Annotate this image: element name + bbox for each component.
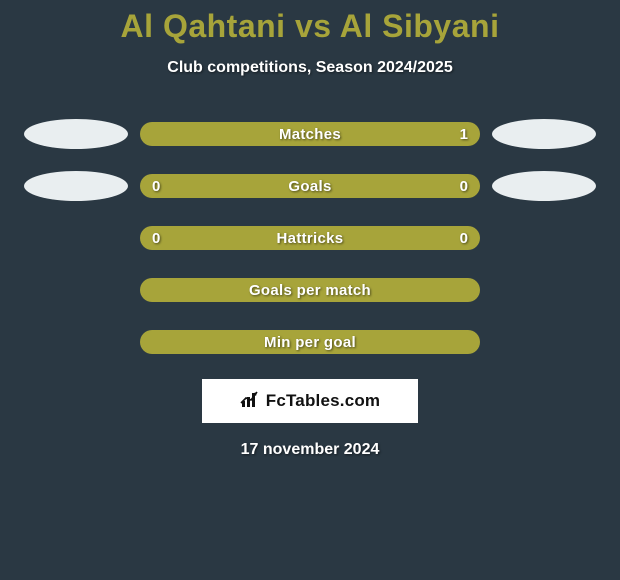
stat-label: Matches xyxy=(279,126,341,143)
stat-row: Min per goal xyxy=(0,327,620,357)
stat-bar-min-per-goal: Min per goal xyxy=(140,330,480,354)
brand-text: FcTables.com xyxy=(266,391,381,411)
stat-label: Hattricks xyxy=(277,230,344,247)
stat-bar-goals: 0 Goals 0 xyxy=(140,174,480,198)
stat-row: 0 Hattricks 0 xyxy=(0,223,620,253)
stat-label: Goals per match xyxy=(249,282,371,299)
stat-row: Matches 1 xyxy=(0,119,620,149)
stat-bar-goals-per-match: Goals per match xyxy=(140,278,480,302)
stat-label: Min per goal xyxy=(264,334,356,351)
stat-bar-hattricks: 0 Hattricks 0 xyxy=(140,226,480,250)
stat-row: Goals per match xyxy=(0,275,620,305)
brand-box: FcTables.com xyxy=(202,379,418,423)
chart-icon xyxy=(240,389,262,414)
stat-label: Goals xyxy=(288,178,331,195)
player-left-icon xyxy=(24,119,128,149)
stat-rows: Matches 1 0 Goals 0 0 Hattricks 0 Goals … xyxy=(0,119,620,357)
stat-right-value: 0 xyxy=(460,174,468,198)
page-subtitle: Club competitions, Season 2024/2025 xyxy=(0,59,620,77)
player-left-icon xyxy=(24,171,128,201)
page-title: Al Qahtani vs Al Sibyani xyxy=(0,0,620,45)
player-right-icon xyxy=(492,171,596,201)
stat-left-value: 0 xyxy=(152,226,160,250)
stat-row: 0 Goals 0 xyxy=(0,171,620,201)
date-text: 17 november 2024 xyxy=(0,441,620,459)
stat-right-value: 1 xyxy=(460,122,468,146)
stat-left-value: 0 xyxy=(152,174,160,198)
stat-bar-matches: Matches 1 xyxy=(140,122,480,146)
stat-right-value: 0 xyxy=(460,226,468,250)
player-right-icon xyxy=(492,119,596,149)
